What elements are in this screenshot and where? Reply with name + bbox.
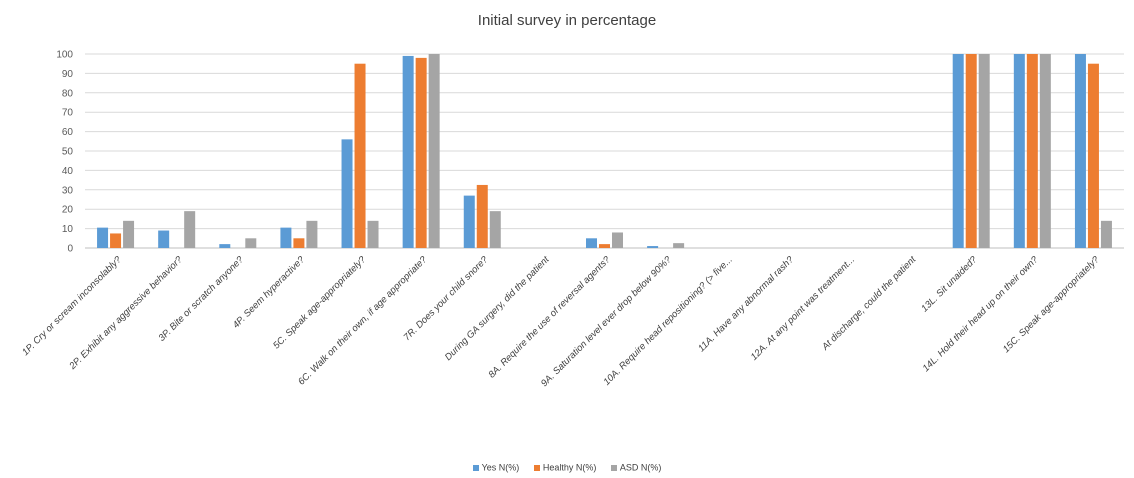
bar xyxy=(110,233,122,248)
bar xyxy=(978,54,990,248)
y-tick-label: 20 xyxy=(62,205,74,216)
bar xyxy=(245,238,257,248)
y-tick-label: 50 xyxy=(62,147,74,158)
x-category-label: 2P. Exhibit any aggressive behavior? xyxy=(67,254,186,373)
bar xyxy=(647,246,659,248)
bar xyxy=(1074,54,1086,248)
y-axis-ticks: 0 10 20 30 40 50 60 70 80 90 100 xyxy=(56,50,73,255)
x-category-label: 15C. Speak age-appropriately? xyxy=(1001,254,1102,355)
bar xyxy=(1100,220,1112,248)
y-tick-label: 90 xyxy=(62,69,74,80)
y-tick-label: 30 xyxy=(62,185,74,196)
bar xyxy=(428,54,440,248)
bar xyxy=(306,220,318,248)
x-category-label: 1P. Cry or scream inconsolably? xyxy=(20,254,124,358)
legend-item-asd: ASD N(%) xyxy=(610,462,662,473)
bar xyxy=(1039,54,1051,248)
bar xyxy=(599,244,610,248)
y-tick-label: 60 xyxy=(62,127,74,138)
bar xyxy=(184,211,196,248)
bar xyxy=(1026,54,1038,248)
x-category-label: During GA surgery, did the patient xyxy=(443,254,552,363)
bar xyxy=(158,230,170,248)
bar xyxy=(354,63,366,249)
x-category-label: 6C. Walk on their own, if age appropriat… xyxy=(296,254,430,388)
legend-label-healthy: Healthy N(%) xyxy=(542,462,597,473)
y-tick-label: 10 xyxy=(62,224,74,235)
bar xyxy=(612,232,623,248)
legend-swatch-asd xyxy=(610,464,617,471)
y-tick-label: 100 xyxy=(56,50,73,61)
x-category-label: 13L. Sit unaided? xyxy=(919,254,980,315)
x-category-label: 12A. At any point was treatment... xyxy=(749,254,857,362)
x-category-label: 14L. Hold their head up on their own? xyxy=(921,254,1041,374)
x-axis-labels: 1P. Cry or scream inconsolably?2P. Exhib… xyxy=(20,254,1102,389)
x-category-label: 8A. Require the use of reversal agents? xyxy=(486,254,613,381)
bar xyxy=(586,238,597,248)
y-tick-label: 70 xyxy=(62,108,74,119)
bar xyxy=(367,220,379,248)
bar xyxy=(463,195,475,248)
bar xyxy=(402,55,414,248)
x-category-label: 9A. Saturation level ever drop below 90%… xyxy=(539,254,674,389)
bars xyxy=(97,54,1112,249)
y-tick-label: 40 xyxy=(62,166,74,177)
bar xyxy=(341,139,353,248)
y-tick-label: 80 xyxy=(62,88,74,99)
bar xyxy=(476,184,488,248)
legend-item-yes: Yes N(%) xyxy=(472,462,520,473)
legend-label-asd: ASD N(%) xyxy=(619,462,662,473)
bar xyxy=(1087,63,1099,249)
bar xyxy=(293,238,305,248)
bar xyxy=(1013,54,1025,248)
bar xyxy=(952,54,964,248)
legend-swatch-healthy xyxy=(533,464,540,471)
bar xyxy=(489,211,501,248)
legend-swatch-yes xyxy=(472,464,479,471)
bar xyxy=(219,244,231,248)
chart-title: Initial survey in percentage xyxy=(477,12,657,29)
legend: Yes N(%) Healthy N(%) ASD N(%) xyxy=(0,462,1134,473)
bar xyxy=(123,220,135,248)
bar xyxy=(280,227,292,248)
y-tick-label: 0 xyxy=(67,244,73,255)
bar xyxy=(965,54,977,248)
x-category-label: 10A. Require head repositioning? (> five… xyxy=(601,254,734,387)
legend-item-healthy: Healthy N(%) xyxy=(533,462,597,473)
legend-label-yes: Yes N(%) xyxy=(481,462,520,473)
bar xyxy=(415,57,427,248)
bar xyxy=(97,227,109,248)
bar xyxy=(673,243,685,248)
